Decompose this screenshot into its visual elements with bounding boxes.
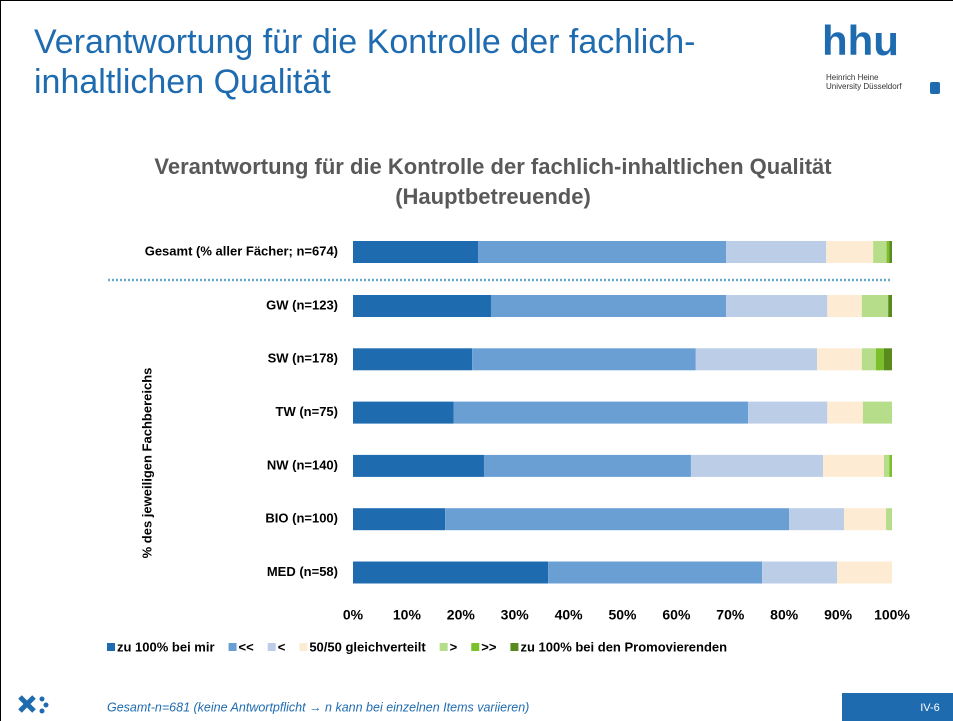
x-tick-label: 50% (608, 607, 637, 623)
x-tick-label: 30% (501, 607, 530, 623)
bar-segment (789, 508, 845, 531)
legend-swatch (267, 643, 276, 651)
bar-segment (817, 348, 862, 371)
bar-segment (888, 295, 892, 317)
category-label: BIO (n=100) (265, 511, 338, 526)
legend-label: 50/50 gleichverteilt (309, 639, 426, 654)
legend-swatch (471, 643, 480, 651)
x-tick-label: 20% (447, 607, 476, 623)
bar-segment (353, 401, 454, 424)
legend-swatch (107, 643, 115, 651)
bar-segment (548, 561, 763, 584)
bar-segment (353, 241, 479, 263)
bar-segment (873, 241, 887, 263)
page-box (842, 693, 953, 721)
bar-segment (483, 454, 691, 477)
legend-label: zu 100% bei den Promovierenden (520, 639, 727, 654)
bar-segment (826, 241, 874, 263)
bar-segment (353, 348, 473, 371)
bar-segment (353, 561, 549, 584)
bar-segment (490, 295, 726, 317)
bar-segment (690, 454, 824, 477)
bar-segment (762, 561, 838, 584)
logo-line2: University Düsseldorf (826, 82, 902, 91)
footer-note: Gesamt-n=681 (keine Antwortpflicht → n k… (107, 700, 529, 714)
bar-segment (844, 508, 887, 531)
legend-swatch (439, 643, 448, 651)
slide-title-2: inhaltlichen Qualität (34, 63, 331, 101)
bar-segment (725, 295, 828, 317)
x-tick-label: 40% (555, 607, 584, 623)
bar-segment (837, 561, 892, 584)
bar-segment (827, 401, 863, 424)
legend-label: > (450, 639, 458, 654)
page-number: IV-6 (920, 702, 940, 714)
bar-segment (353, 508, 446, 531)
x-tick-label: 90% (824, 607, 853, 623)
chart-title: Verantwortung für die Kontrolle der fach… (154, 154, 832, 179)
bar-segment (883, 348, 892, 371)
bar-segment (861, 295, 889, 317)
bar-segment (353, 295, 491, 317)
bar-segment (861, 348, 876, 371)
chart-subtitle: (Hauptbetreuende) (395, 184, 591, 209)
legend-label: >> (481, 639, 497, 654)
logo-mark (930, 82, 940, 94)
category-label: MED (n=58) (267, 564, 338, 579)
slide-title-1: Verantwortung für die Kontrolle der fach… (34, 23, 695, 61)
bar-segment (445, 508, 790, 531)
legend-label: zu 100% bei mir (117, 639, 215, 654)
bar-segment (453, 401, 749, 424)
bar-segment (823, 454, 884, 477)
x-tick-label: 100% (874, 607, 910, 623)
category-label: NW (n=140) (267, 457, 338, 472)
legend-swatch (510, 643, 519, 651)
bar-segment (883, 454, 890, 477)
bar-segment (886, 241, 890, 263)
bar-segment (725, 241, 827, 263)
category-label: SW (n=178) (268, 351, 338, 366)
legend-swatch (299, 643, 308, 651)
logo-line1: Heinrich Heine (826, 73, 879, 82)
footer-icon (18, 695, 49, 714)
bar-segment (862, 401, 892, 424)
bar-segment (478, 241, 726, 263)
bar-segment (886, 508, 892, 531)
legend-label: << (239, 639, 255, 654)
category-label: Gesamt (% aller Fächer; n=674) (145, 243, 338, 258)
x-tick-label: 60% (662, 607, 691, 623)
category-label: TW (n=75) (276, 404, 338, 419)
bar-segment (889, 241, 892, 263)
bar-segment (875, 348, 884, 371)
legend-label: < (278, 639, 286, 654)
bar-segment (695, 348, 818, 371)
x-tick-label: 70% (716, 607, 745, 623)
logo: hhu (822, 17, 899, 64)
bar-segment (827, 295, 862, 317)
bar-segment (353, 454, 484, 477)
x-tick-label: 80% (770, 607, 799, 623)
category-label: GW (n=123) (266, 297, 338, 312)
legend-swatch (228, 643, 237, 651)
x-tick-label: 10% (393, 607, 422, 623)
bar-segment (472, 348, 696, 371)
x-tick-label: 0% (343, 607, 364, 623)
y-axis-label: % des jeweiligen Fachbereichs (139, 368, 154, 559)
bar-segment (748, 401, 828, 424)
bar-segment (889, 454, 892, 477)
